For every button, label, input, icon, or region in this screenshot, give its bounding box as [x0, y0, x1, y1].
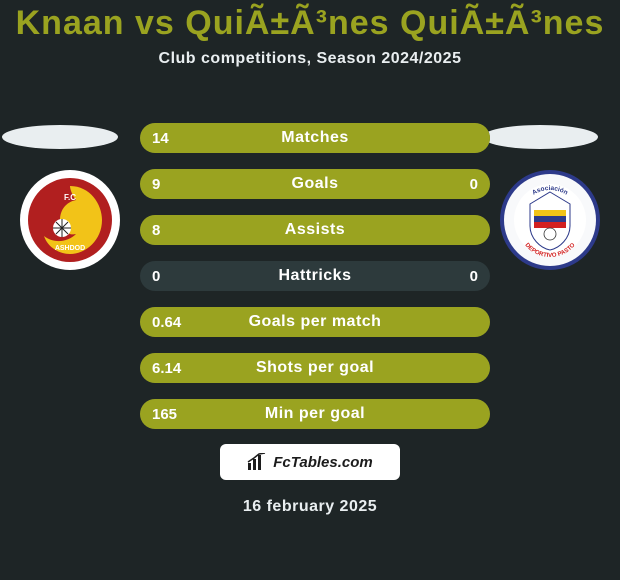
stat-label: Goals	[140, 169, 490, 199]
right-team-crest: Asociación DEPORTIVO PASTO	[500, 170, 600, 270]
bars-icon	[247, 453, 267, 471]
stat-value-left: 0	[152, 261, 160, 291]
stat-value-left: 0.64	[152, 307, 181, 337]
stat-value-left: 6.14	[152, 353, 181, 383]
right-oval	[482, 125, 598, 149]
stat-label: Min per goal	[140, 399, 490, 429]
stat-bars: Matches14Goals90Assists8Hattricks00Goals…	[140, 123, 490, 445]
stat-label: Hattricks	[140, 261, 490, 291]
svg-text:F.C: F.C	[64, 193, 76, 202]
source-badge-text: FcTables.com	[273, 454, 372, 471]
stat-label: Matches	[140, 123, 490, 153]
stat-row: Goals per match0.64	[140, 307, 490, 337]
stat-value-right: 0	[470, 169, 478, 199]
left-oval	[2, 125, 118, 149]
stat-value-right: 0	[470, 261, 478, 291]
stat-row: Assists8	[140, 215, 490, 245]
stat-row: Min per goal165	[140, 399, 490, 429]
crest-left-icon: F.C ASHDOD	[20, 170, 120, 270]
stat-row: Goals9 0	[140, 169, 490, 199]
stat-value-left: 8	[152, 215, 160, 245]
left-team-crest: F.C ASHDOD	[20, 170, 120, 270]
source-badge: FcTables.com	[220, 444, 400, 480]
stat-label: Goals per match	[140, 307, 490, 337]
stat-row: Matches14	[140, 123, 490, 153]
page-title: Knaan vs QuiÃ±Ã³nes QuiÃ±Ã³nes	[0, 0, 620, 42]
svg-text:ASHDOD: ASHDOD	[55, 245, 85, 252]
comparison-card: Knaan vs QuiÃ±Ã³nes QuiÃ±Ã³nes Club comp…	[0, 0, 620, 580]
stat-value-left: 9	[152, 169, 160, 199]
stat-row: Hattricks0 0	[140, 261, 490, 291]
footer-date: 16 february 2025	[0, 498, 620, 516]
crest-right-icon: Asociación DEPORTIVO PASTO	[500, 170, 600, 270]
stat-row: Shots per goal6.14	[140, 353, 490, 383]
stat-value-left: 14	[152, 123, 169, 153]
subtitle: Club competitions, Season 2024/2025	[0, 50, 620, 68]
stat-label: Assists	[140, 215, 490, 245]
stat-label: Shots per goal	[140, 353, 490, 383]
stat-value-left: 165	[152, 399, 177, 429]
